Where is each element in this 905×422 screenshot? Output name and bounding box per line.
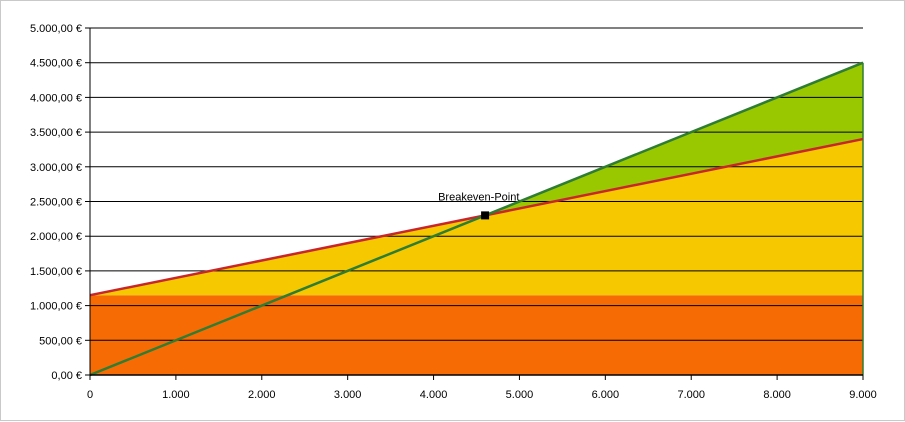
total-costs-line — [89, 137, 864, 297]
y-tick-label: 2.000,00 € — [30, 231, 82, 243]
x-tick-label: 9.000 — [849, 389, 877, 401]
y-tick-label: 0,00 € — [51, 370, 82, 382]
x-tick-label: 3.000 — [334, 389, 362, 401]
x-tick-label: 4.000 — [420, 389, 448, 401]
x-tick-label: 2.000 — [248, 389, 276, 401]
y-tick-label: 5.000,00 € — [30, 23, 82, 35]
y-tick-label: 2.500,00 € — [30, 197, 82, 209]
labels-layer: 0,00 € 500,00 € 1.000,00 € 1.500,00 € 2.000,… — [30, 23, 877, 401]
revenue-line — [89, 61, 864, 377]
x-tick-label: 7.000 — [677, 389, 705, 401]
annotation-layer: Breakeven-Point — [438, 191, 519, 220]
lines-layer — [89, 61, 864, 377]
axes-layer — [85, 27, 864, 380]
y-tick-label: 1.500,00 € — [30, 266, 82, 278]
y-tick-label: 1.000,00 € — [30, 301, 82, 313]
x-tick-label: 1.000 — [162, 389, 190, 401]
fixed-costs-area — [90, 295, 863, 375]
breakeven-marker — [481, 211, 490, 220]
y-tick-label: 3.500,00 € — [30, 127, 82, 139]
grid-layer — [90, 27, 863, 341]
x-tick-label: 0 — [87, 389, 93, 401]
y-tick-label: 500,00 € — [39, 335, 82, 347]
x-tick-label: 5.000 — [506, 389, 534, 401]
x-tick-label: 8.000 — [763, 389, 791, 401]
y-tick-label: 4.000,00 € — [30, 92, 82, 104]
y-tick-label: 3.000,00 € — [30, 162, 82, 174]
y-tick-label: 4.500,00 € — [30, 58, 82, 70]
x-tick-label: 6.000 — [592, 389, 620, 401]
breakeven-label: Breakeven-Point — [438, 191, 519, 203]
